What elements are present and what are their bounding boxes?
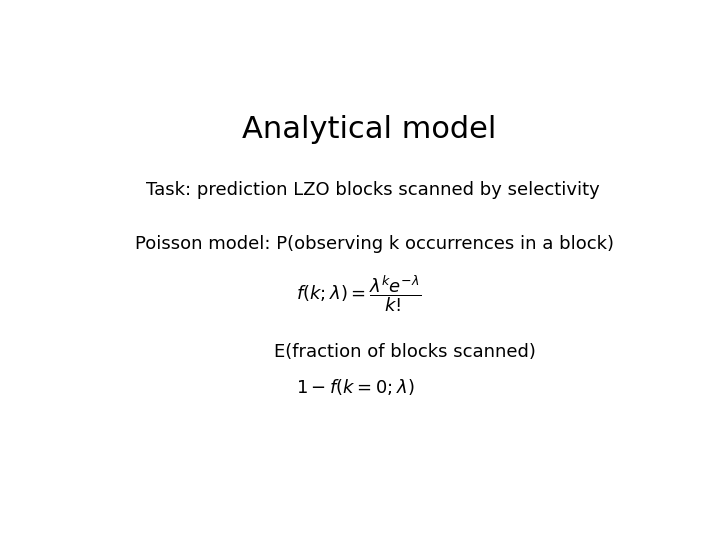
Text: $f(k;\lambda) = \dfrac{\lambda^k e^{-\lambda}}{k!}$: $f(k;\lambda) = \dfrac{\lambda^k e^{-\la… [297, 273, 422, 314]
Text: Analytical model: Analytical model [242, 114, 496, 144]
Text: Task: prediction LZO blocks scanned by selectivity: Task: prediction LZO blocks scanned by s… [145, 181, 600, 199]
Text: Poisson model: P(observing k occurrences in a block): Poisson model: P(observing k occurrences… [135, 235, 613, 253]
Text: E(fraction of blocks scanned): E(fraction of blocks scanned) [274, 343, 536, 361]
Text: $1 - f(k=0;\lambda)$: $1 - f(k=0;\lambda)$ [297, 377, 415, 397]
